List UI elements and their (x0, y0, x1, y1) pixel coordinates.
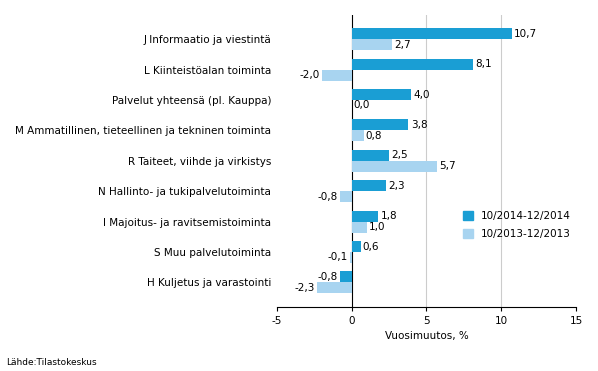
Bar (322, 70, 352, 81)
Text: 8,1: 8,1 (475, 59, 492, 69)
Text: 0,8: 0,8 (366, 131, 382, 141)
Text: Lähde:Tilastokeskus: Lähde:Tilastokeskus (6, 358, 97, 367)
X-axis label: Vuosimuutos, %: Vuosimuutos, % (385, 331, 468, 341)
Text: -2,0: -2,0 (299, 70, 319, 80)
Text: 1,8: 1,8 (381, 211, 397, 221)
Bar (352, 161, 437, 172)
Text: 4,0: 4,0 (414, 89, 430, 99)
Text: -0,8: -0,8 (317, 272, 337, 282)
Text: 0,6: 0,6 (363, 242, 379, 252)
Bar (352, 59, 473, 70)
Text: -0,8: -0,8 (317, 192, 337, 202)
Text: 0,0: 0,0 (354, 101, 370, 111)
Bar (352, 89, 411, 100)
Text: 2,7: 2,7 (394, 40, 411, 50)
Text: 10,7: 10,7 (514, 29, 537, 39)
Bar (317, 282, 352, 293)
Bar (352, 39, 392, 50)
Text: 2,3: 2,3 (388, 181, 405, 191)
Text: -0,1: -0,1 (328, 252, 348, 262)
Bar (352, 150, 389, 161)
Bar (340, 272, 352, 282)
Text: 5,7: 5,7 (439, 161, 456, 171)
Bar (352, 119, 408, 130)
Bar (352, 28, 512, 39)
Bar (352, 180, 386, 191)
Bar (352, 130, 364, 141)
Text: 1,0: 1,0 (369, 222, 385, 232)
Bar (352, 221, 367, 233)
Text: 3,8: 3,8 (411, 120, 428, 130)
Bar (350, 252, 352, 263)
Bar (352, 211, 379, 221)
Text: 2,5: 2,5 (391, 150, 408, 160)
Legend: 10/2014-12/2014, 10/2013-12/2013: 10/2014-12/2014, 10/2013-12/2013 (462, 210, 571, 239)
Text: -2,3: -2,3 (294, 283, 315, 293)
Bar (352, 241, 361, 252)
Bar (340, 191, 352, 202)
